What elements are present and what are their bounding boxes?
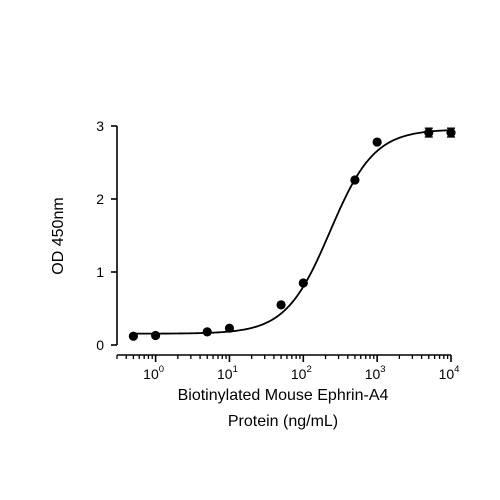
data-point-4 (276, 300, 286, 310)
data-point-0 (128, 331, 138, 341)
data-point-6 (350, 175, 360, 185)
x-tick-label-2: 102 (291, 364, 312, 382)
data-point-7 (372, 137, 382, 147)
x-tick-label-1: 101 (217, 364, 238, 382)
y-tick-label-3: 3 (96, 118, 104, 134)
axis-labels: Biotinylated Mouse Ephrin-A4 Protein (ng… (50, 197, 388, 430)
data-point-1 (151, 330, 161, 341)
x-tick-label-0: 100 (143, 364, 164, 382)
y-tick-label-0: 0 (96, 337, 104, 353)
fit-curve (133, 129, 452, 335)
data-point-2 (202, 327, 212, 337)
axes: 0 1 2 3 100 101 102 103 104 (96, 118, 459, 382)
x-axis-title-line2: Protein (ng/mL) (228, 413, 338, 430)
fit-curve-group (133, 129, 452, 335)
y-axis-title: OD 450nm (50, 197, 67, 274)
data-points (128, 127, 456, 341)
data-point-9 (446, 127, 456, 138)
y-tick-label-1: 1 (96, 264, 104, 280)
y-tick-label-2: 2 (96, 191, 104, 207)
x-tick-label-3: 103 (365, 364, 386, 382)
x-tick-label-4: 104 (439, 364, 460, 382)
data-point-5 (298, 278, 308, 288)
data-point-8 (424, 127, 434, 138)
x-axis-title-line1: Biotinylated Mouse Ephrin-A4 (178, 387, 389, 404)
data-point-3 (224, 323, 235, 333)
